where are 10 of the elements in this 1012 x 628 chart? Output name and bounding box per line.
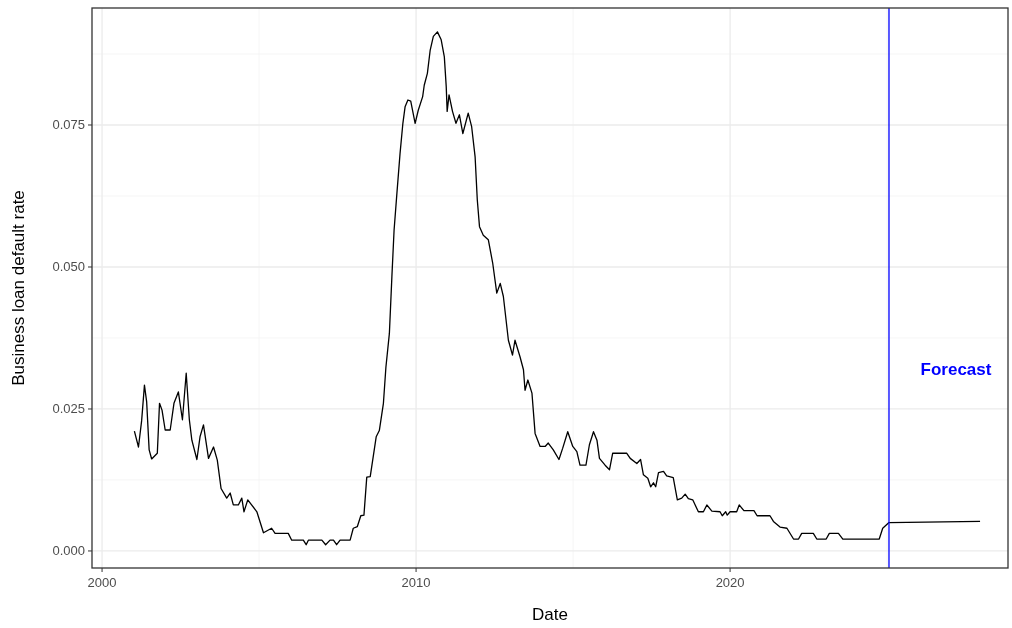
y-tick-label: 0.075 <box>52 117 85 133</box>
x-tick-label: 2010 <box>401 575 431 590</box>
y-tick-label: 0.000 <box>52 543 85 559</box>
x-tick-label: 2000 <box>87 575 117 590</box>
y-tick-label: 0.025 <box>52 401 85 417</box>
x-tick-label: 2020 <box>715 575 745 590</box>
y-tick-label: 0.050 <box>52 259 85 275</box>
ref-line-label: Forecast <box>920 360 992 379</box>
y-axis-title: Business loan default rate <box>9 190 28 386</box>
x-axis-title: Date <box>532 605 568 624</box>
